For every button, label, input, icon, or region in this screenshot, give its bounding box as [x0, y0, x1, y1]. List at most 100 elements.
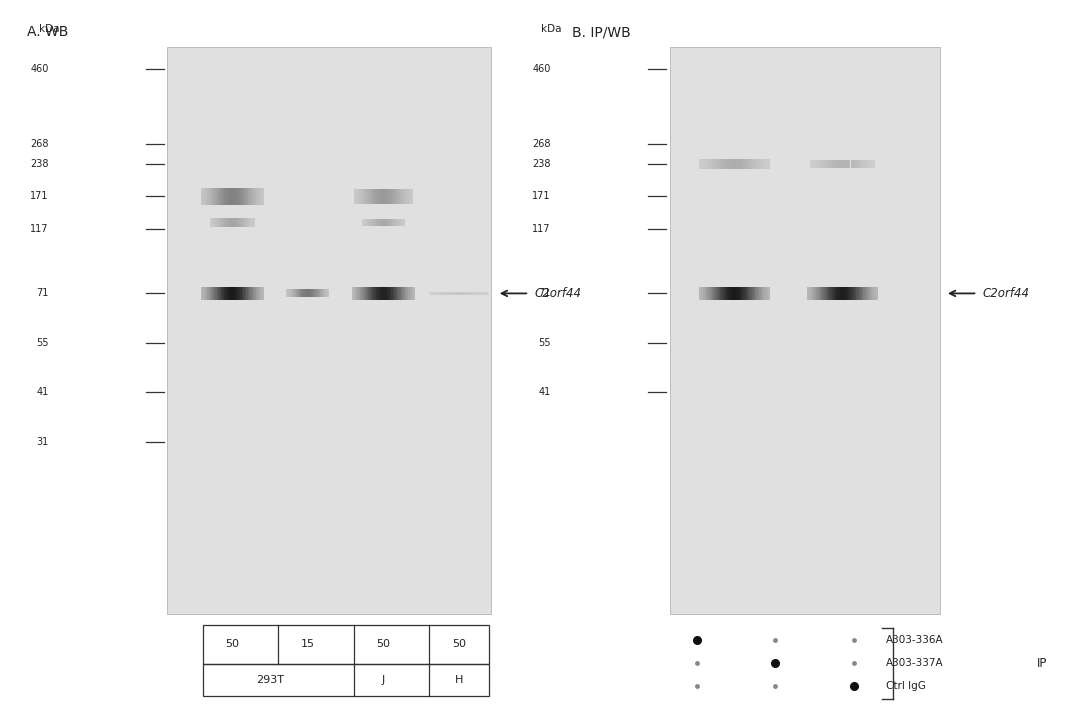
Bar [253, 287, 254, 299]
Bar [718, 287, 720, 299]
Bar [706, 159, 708, 169]
Bar [229, 188, 231, 205]
Text: 460: 460 [30, 65, 49, 75]
Bar [856, 287, 859, 299]
Bar [203, 664, 488, 696]
Bar [319, 289, 320, 297]
Bar [393, 287, 394, 299]
Bar [731, 287, 732, 299]
Bar [360, 190, 361, 203]
Text: H: H [455, 676, 463, 685]
Bar [836, 287, 837, 299]
Text: A303-336A: A303-336A [886, 635, 943, 645]
Bar [260, 287, 262, 299]
Bar [760, 287, 762, 299]
Bar [873, 287, 874, 299]
Bar [832, 160, 833, 168]
Bar [849, 160, 851, 168]
Bar [380, 287, 382, 299]
Bar [734, 287, 737, 299]
Bar [295, 289, 296, 297]
Text: kDa: kDa [541, 24, 562, 34]
Bar [405, 287, 407, 299]
Bar [384, 287, 387, 299]
Bar [401, 287, 402, 299]
Bar [434, 292, 435, 295]
Bar [832, 287, 834, 299]
Bar [851, 287, 853, 299]
Bar [300, 289, 301, 297]
Bar [723, 159, 724, 169]
Bar [429, 292, 431, 295]
Bar [745, 159, 746, 169]
Bar [240, 287, 242, 299]
Bar [370, 190, 372, 203]
Text: 50: 50 [453, 640, 465, 649]
Bar [441, 292, 443, 295]
Bar [314, 289, 315, 297]
Bar [253, 188, 254, 205]
Bar [313, 289, 314, 297]
Bar [768, 287, 769, 299]
Bar [232, 287, 233, 299]
Bar [225, 287, 226, 299]
Bar [808, 287, 809, 299]
Text: 460: 460 [532, 65, 551, 75]
Bar [368, 190, 370, 203]
Bar [831, 287, 832, 299]
Bar [810, 160, 812, 168]
Bar [759, 287, 760, 299]
Bar [460, 292, 462, 295]
Bar [288, 289, 289, 297]
Bar [218, 188, 219, 205]
Bar [383, 287, 384, 299]
Bar [231, 287, 232, 299]
Bar [379, 287, 380, 299]
Bar [392, 219, 393, 226]
Bar [838, 160, 839, 168]
Bar [823, 287, 825, 299]
Bar [233, 218, 234, 227]
Bar [870, 287, 873, 299]
Bar [873, 160, 875, 168]
Bar [389, 190, 391, 203]
Bar [369, 287, 370, 299]
Bar [228, 218, 229, 227]
Text: 117: 117 [30, 224, 49, 234]
Bar [468, 292, 470, 295]
Bar [257, 188, 259, 205]
Bar [408, 287, 410, 299]
Bar [316, 289, 318, 297]
Bar [293, 289, 294, 297]
Bar [712, 287, 714, 299]
Bar [737, 287, 738, 299]
Bar [874, 287, 876, 299]
Bar [714, 159, 715, 169]
Bar [297, 289, 298, 297]
Bar [860, 287, 862, 299]
Bar [217, 287, 218, 299]
Text: 50: 50 [226, 640, 239, 649]
Bar [394, 190, 395, 203]
Bar [480, 292, 482, 295]
Bar [854, 287, 856, 299]
Bar [729, 287, 731, 299]
Bar [826, 287, 828, 299]
Bar [482, 292, 483, 295]
Bar [440, 292, 441, 295]
Bar [247, 218, 248, 227]
Bar [204, 188, 205, 205]
Bar [365, 190, 367, 203]
Bar [723, 287, 724, 299]
Bar [218, 218, 219, 227]
Bar [406, 190, 407, 203]
Bar [233, 188, 235, 205]
Bar [814, 287, 816, 299]
Bar [467, 292, 468, 295]
Bar [355, 287, 356, 299]
Bar [233, 287, 235, 299]
Bar [476, 292, 478, 295]
Bar [364, 219, 365, 226]
Bar [376, 190, 378, 203]
Text: 171: 171 [30, 192, 49, 202]
